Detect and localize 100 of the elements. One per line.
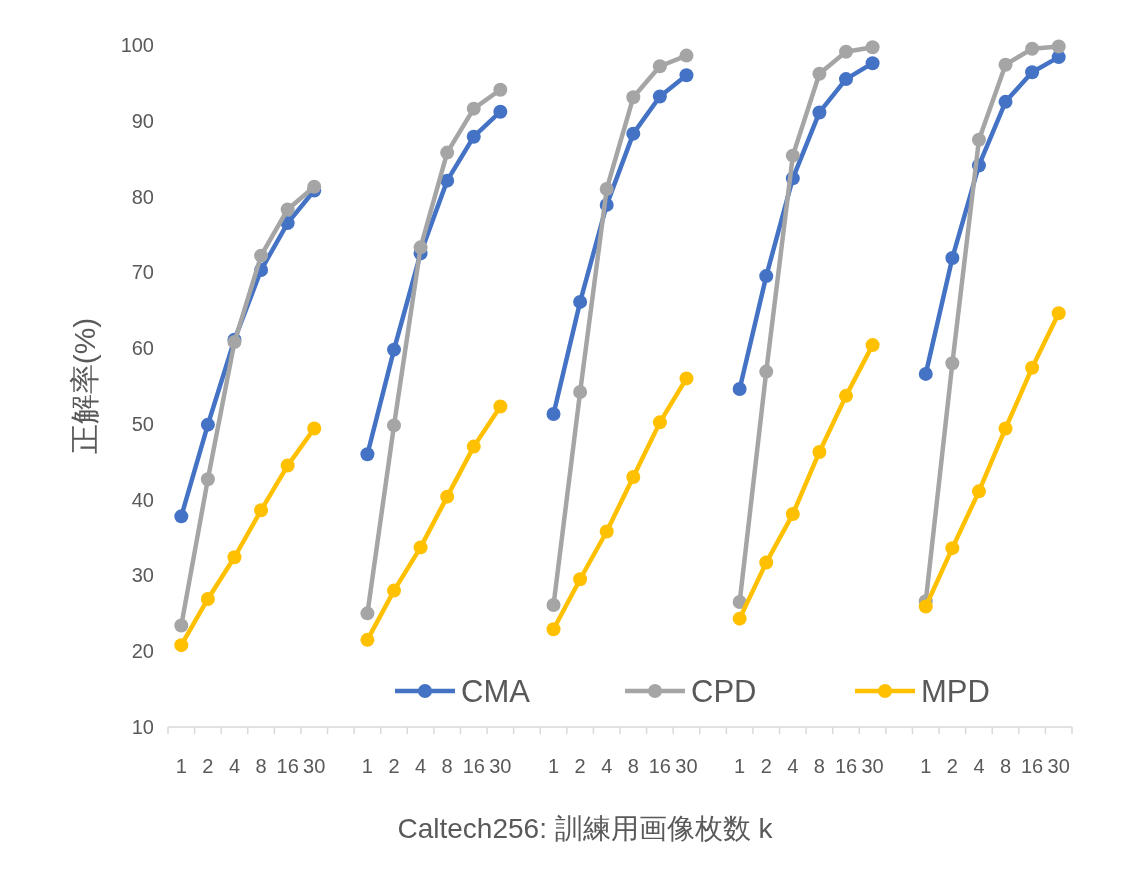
x-tick-label: 4 [601,755,613,777]
y-tick-label: 20 [131,640,154,663]
x-tick-label: 30 [675,755,698,777]
x-tick-label: 1 [734,755,746,777]
point [998,421,1013,436]
point [440,489,455,504]
x-tick-label: 2 [760,755,772,777]
y-tick-label: 10 [131,716,154,738]
point [839,388,853,403]
x-tick-label: 8 [627,755,639,777]
point [387,342,401,357]
point [839,72,853,87]
x-tick-label: 30 [489,755,512,777]
x-tick-label: 16 [834,755,858,777]
point [812,444,827,459]
point [493,82,508,97]
x-tick-label: 1 [920,755,932,777]
point [440,173,455,188]
point [466,101,481,116]
point [573,385,588,400]
point [1025,360,1040,375]
point [174,509,189,524]
point [865,56,880,71]
point [546,407,561,422]
point [759,364,774,379]
point [360,632,375,647]
point [200,472,215,487]
point [573,294,588,309]
point [732,382,747,397]
point [280,202,295,217]
point [466,129,481,144]
point [652,59,667,74]
point [971,484,986,499]
x-tick-label: 4 [228,755,241,777]
x-tick-label: 30 [861,755,884,777]
x-tick-label: 1 [547,755,560,777]
point [1051,306,1066,321]
legend-label: CMA [461,674,531,709]
point [360,606,375,621]
point [254,248,269,263]
point [998,57,1013,72]
point [200,591,215,606]
point [626,469,641,484]
point [971,132,986,147]
x-tick-label: 8 [255,755,267,777]
point [945,250,960,265]
point [466,439,481,454]
point [413,240,428,255]
point [839,44,853,59]
point [759,555,774,570]
x-tick-label: 1 [175,755,187,777]
y-tick-label: 100 [120,34,154,56]
point [254,503,269,518]
point [440,145,455,160]
x-tick-label: 4 [415,755,427,777]
x-tick-label: 2 [574,755,586,777]
point [200,417,215,432]
point [865,40,880,55]
point [307,179,322,194]
point [945,541,960,556]
point [759,269,774,284]
point [865,338,880,353]
y-axis-title: 正解率(%) [68,317,101,455]
legend-label: MPD [921,674,990,709]
point [413,540,428,555]
point [307,421,322,436]
point [626,90,641,105]
y-tick-label: 80 [131,185,154,208]
y-tick-label: 90 [131,109,154,132]
x-tick-label: 16 [462,755,485,777]
x-tick-label: 16 [276,755,299,777]
x-tick-label: 8 [813,755,825,777]
point [573,572,588,587]
point [652,89,667,104]
point [387,583,401,598]
point [174,618,189,633]
y-tick-label: 60 [131,337,154,360]
x-tick-label: 30 [303,755,326,777]
x-tick-label: 2 [388,755,400,777]
point [546,598,561,612]
point [387,418,401,433]
point [652,415,667,430]
point [998,94,1013,109]
x-tick-label: 8 [999,755,1012,777]
y-tick-label: 70 [131,261,154,284]
x-tick-label: 30 [1047,755,1070,777]
point [679,68,694,83]
point [599,181,614,196]
point [174,638,189,653]
x-tick-label: 16 [1020,755,1044,777]
x-tick-label: 2 [946,755,958,777]
x-tick-label: 4 [787,755,799,777]
point [785,507,800,522]
point [1051,39,1066,54]
y-tick-label: 40 [131,488,154,511]
point [280,458,295,473]
x-axis-title: Caltech256: 訓練用画像枚数 k [397,813,774,844]
point [732,611,747,626]
x-tick-label: 2 [202,755,214,777]
y-tick-label: 50 [131,412,154,435]
